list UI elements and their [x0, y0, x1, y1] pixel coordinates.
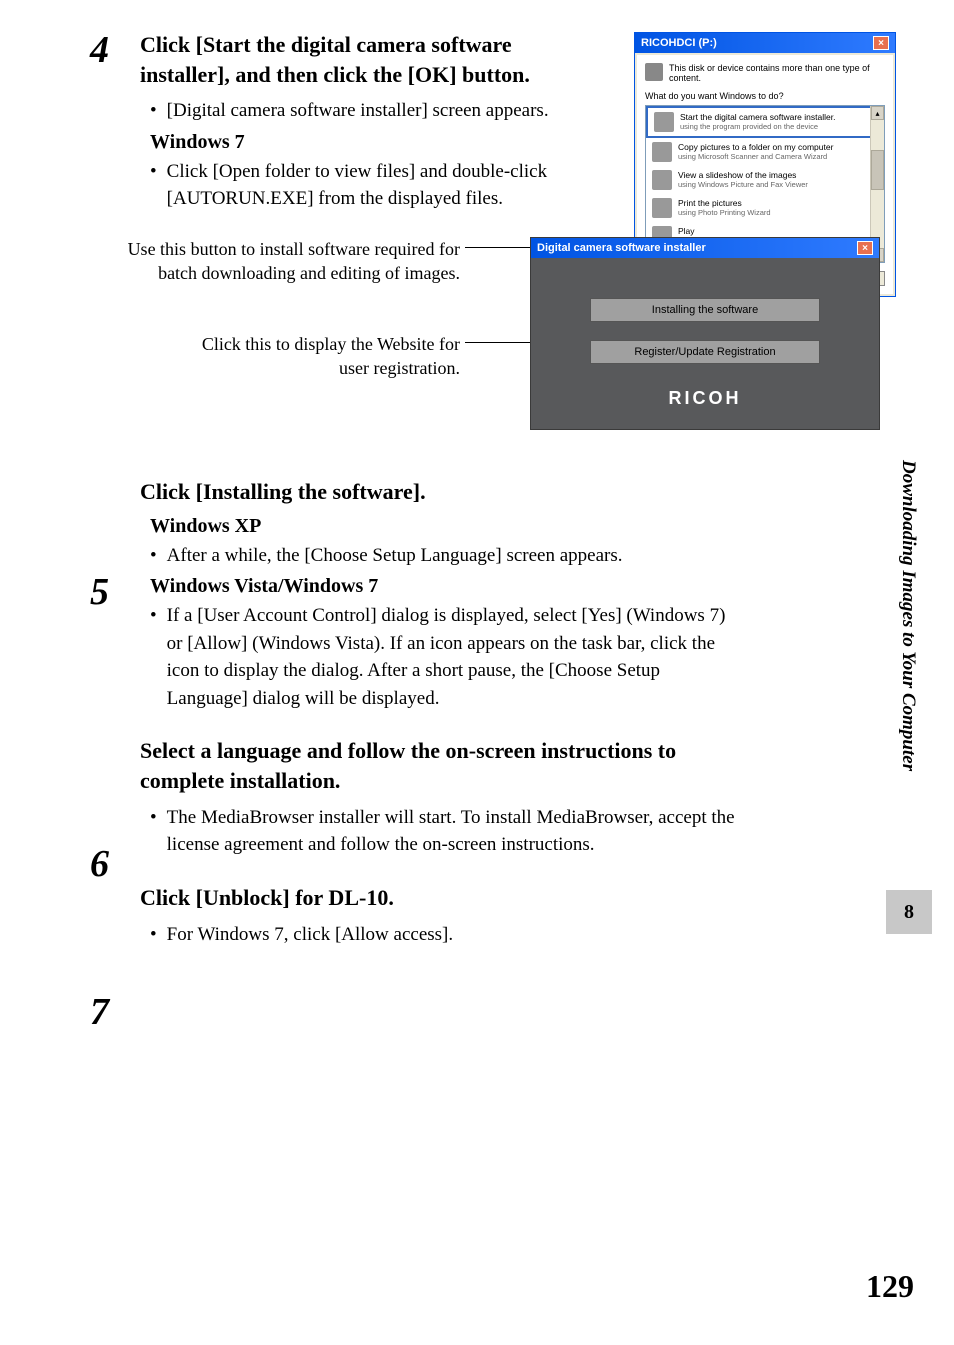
option-sub: using Windows Picture and Fax Viewer	[678, 180, 808, 189]
close-icon[interactable]: ×	[873, 36, 889, 50]
autoplay-titlebar: RICOHDCI (P:) ×	[635, 33, 895, 53]
print-icon	[652, 198, 672, 218]
page-number: 129	[866, 1268, 914, 1305]
step-5-title: Click [Installing the software].	[140, 477, 904, 507]
register-button[interactable]: Register/Update Registration	[590, 340, 820, 364]
autoplay-option-selected[interactable]: Start the digital camera software instal…	[646, 106, 884, 138]
option-label: Print the pictures	[678, 198, 771, 208]
bullet-dot: •	[150, 804, 157, 859]
callout-register: Click this to display the Website for us…	[170, 332, 460, 381]
step-4-bullet-2: • Click [Open folder to view files] and …	[140, 158, 580, 213]
step-7-block: Click [Unblock] for DL-10. • For Windows…	[140, 883, 904, 948]
option-sub: using the program provided on the device	[680, 122, 835, 131]
autoplay-question: What do you want Windows to do?	[645, 91, 885, 101]
bullet-dot: •	[150, 602, 157, 712]
step-5-block: Click [Installing the software]. Windows…	[140, 477, 904, 712]
option-label: Copy pictures to a folder on my computer	[678, 142, 833, 152]
copy-icon	[652, 142, 672, 162]
scroll-thumb[interactable]	[871, 150, 884, 190]
close-icon[interactable]: ×	[857, 241, 873, 255]
step-6-number: 6	[90, 842, 109, 886]
bullet-text: [Digital camera software installer] scre…	[167, 97, 549, 125]
step-4-bullet-1: • [Digital camera software installer] sc…	[140, 97, 580, 125]
ricoh-logo-text: RICOH	[669, 388, 742, 409]
bullet-dot: •	[150, 921, 157, 949]
step-4-title: Click [Start the digital camera software…	[140, 30, 580, 89]
installer-icon	[654, 112, 674, 132]
option-sub: using Photo Printing Wizard	[678, 208, 771, 217]
bullet-dot: •	[150, 158, 157, 213]
option-sub: using Microsoft Scanner and Camera Wizar…	[678, 152, 833, 161]
option-label: View a slideshow of the images	[678, 170, 808, 180]
step-7-title: Click [Unblock] for DL-10.	[140, 883, 904, 913]
installer-dialog-screenshot: Digital camera software installer × Inst…	[530, 237, 880, 430]
step-6-bullet-1: • The MediaBrowser installer will start.…	[140, 804, 760, 859]
option-label: Start the digital camera software instal…	[680, 112, 835, 122]
bullet-text: For Windows 7, click [Allow access].	[167, 921, 453, 949]
autoplay-option[interactable]: Print the picturesusing Photo Printing W…	[646, 194, 884, 222]
option-label: Play	[678, 226, 774, 236]
step-7-number: 7	[90, 990, 109, 1034]
autoplay-title-text: RICOHDCI (P:)	[641, 37, 717, 49]
installer-titlebar: Digital camera software installer ×	[531, 238, 879, 258]
autoplay-message: This disk or device contains more than o…	[645, 63, 885, 83]
installer-body: Installing the software Register/Update …	[531, 258, 879, 429]
bullet-dot: •	[150, 542, 157, 570]
step-5-bullet-1: • After a while, the [Choose Setup Langu…	[140, 542, 904, 570]
installer-callout-block: Use this button to install software requ…	[140, 237, 904, 447]
autoplay-option[interactable]: View a slideshow of the imagesusing Wind…	[646, 166, 884, 194]
step-5-number: 5	[90, 570, 109, 614]
callout-install: Use this button to install software requ…	[110, 237, 460, 286]
installer-title-text: Digital camera software installer	[537, 242, 706, 254]
autoplay-option[interactable]: Copy pictures to a folder on my computer…	[646, 138, 884, 166]
step-6-block: Select a language and follow the on-scre…	[140, 736, 904, 858]
bullet-text: The MediaBrowser installer will start. T…	[167, 804, 760, 859]
autoplay-message-text: This disk or device contains more than o…	[669, 63, 885, 83]
bullet-text: If a [User Account Control] dialog is di…	[167, 602, 740, 712]
bullet-dot: •	[150, 97, 157, 125]
step-5-sub-xp: Windows XP	[150, 515, 904, 538]
slideshow-icon	[652, 170, 672, 190]
bullet-text: After a while, the [Choose Setup Languag…	[167, 542, 623, 570]
step-4-number: 4	[90, 28, 109, 72]
step-7-bullet-1: • For Windows 7, click [Allow access].	[140, 921, 904, 949]
device-icon	[645, 63, 663, 81]
scroll-up-icon[interactable]: ▴	[871, 106, 884, 120]
step-5-bullet-2: • If a [User Account Control] dialog is …	[140, 602, 740, 712]
step-6-title: Select a language and follow the on-scre…	[140, 736, 750, 795]
installing-software-button[interactable]: Installing the software	[590, 298, 820, 322]
bullet-text: Click [Open folder to view files] and do…	[167, 158, 580, 213]
step-5-sub-vista7: Windows Vista/Windows 7	[150, 575, 904, 598]
